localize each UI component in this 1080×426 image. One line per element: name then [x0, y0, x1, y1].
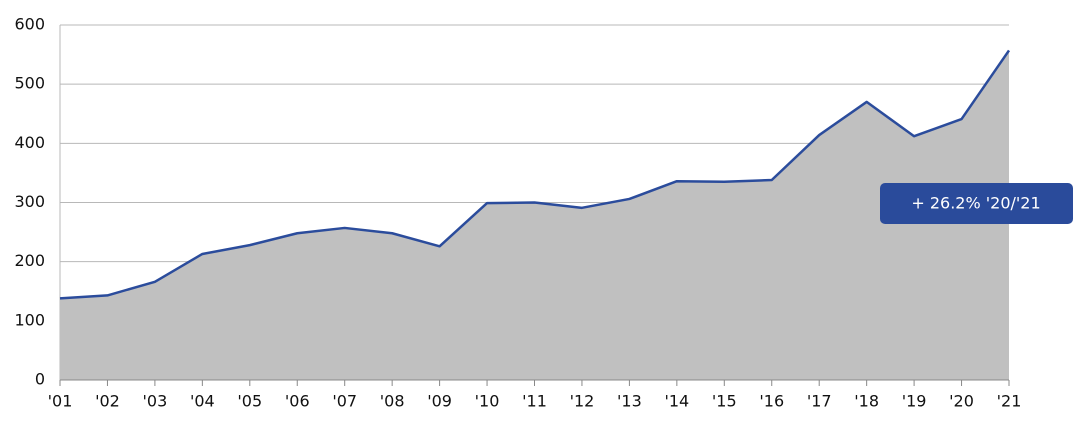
x-tick-label: '03 [143, 392, 168, 411]
annotation: + 26.2% '20/'21 [880, 183, 1073, 224]
y-tick-label: 0 [35, 370, 45, 389]
y-tick-label: 500 [14, 74, 45, 93]
x-tick-label: '06 [285, 392, 310, 411]
x-tick-label: '05 [237, 392, 262, 411]
x-tick-label: '02 [95, 392, 120, 411]
x-tick-label: '01 [48, 392, 73, 411]
y-tick-label: 400 [14, 133, 45, 152]
x-tick-label: '04 [190, 392, 215, 411]
x-tick-label: '15 [712, 392, 737, 411]
area [60, 50, 1009, 381]
x-tick-label: '19 [902, 392, 927, 411]
x-tick-label: '11 [522, 392, 547, 411]
x-tick-label: '16 [759, 392, 784, 411]
y-tick-label: 600 [14, 15, 45, 34]
x-tick-label: '10 [475, 392, 500, 411]
x-tick-label: '09 [427, 392, 452, 411]
line [59, 49, 1011, 300]
annotation-text: + 26.2% '20/'21 [911, 194, 1040, 213]
x-tick-label: '18 [854, 392, 879, 411]
x-tick-label: '08 [380, 392, 405, 411]
x-tick-label: '14 [664, 392, 689, 411]
annotation-box [880, 183, 1073, 224]
x-tick-label: '17 [807, 392, 832, 411]
x-tick-label: '12 [570, 392, 595, 411]
x-tick-label: '21 [997, 392, 1022, 411]
y-tick-label: 200 [14, 251, 45, 270]
x-tick-label: '07 [332, 392, 357, 411]
y-tick-label: 100 [14, 310, 45, 329]
x-tick-label: '13 [617, 392, 642, 411]
x-tick-label: '20 [949, 392, 974, 411]
y-tick-label: 300 [14, 192, 45, 211]
